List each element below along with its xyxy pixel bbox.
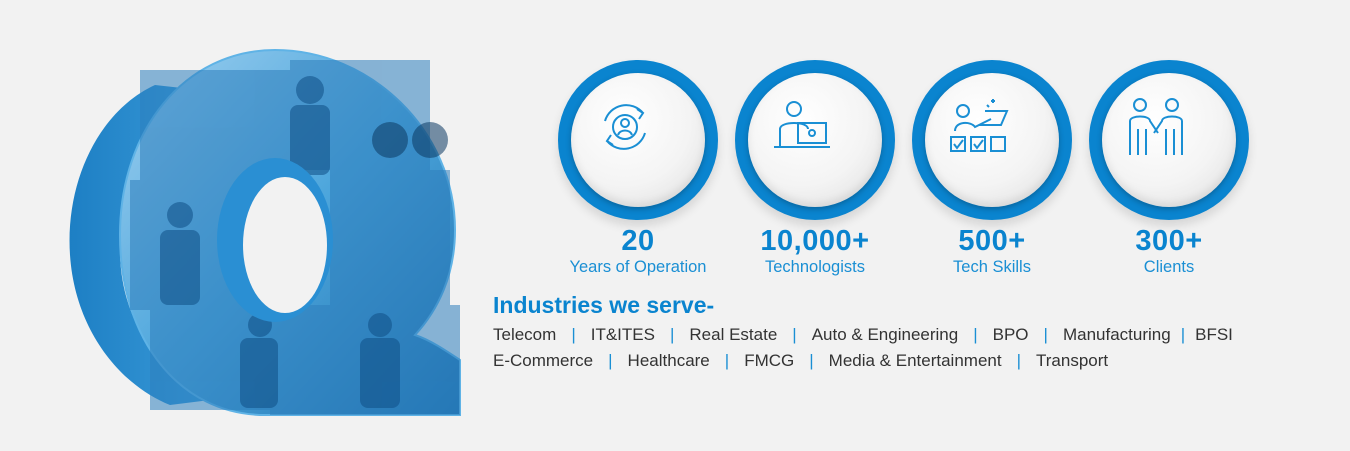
stat-value: 10,000+ bbox=[760, 225, 870, 257]
industry-item: BPO bbox=[992, 325, 1029, 344]
stat-value: 20 bbox=[621, 225, 655, 257]
industry-separator: | bbox=[792, 325, 797, 344]
cycle-user-icon bbox=[604, 104, 646, 150]
stat-ring bbox=[735, 60, 895, 220]
industry-item: BFSI bbox=[1195, 325, 1233, 344]
industry-separator: | bbox=[809, 351, 814, 370]
stat-ring bbox=[1089, 60, 1249, 220]
stat-ring bbox=[912, 60, 1072, 220]
industry-separator: | bbox=[724, 351, 730, 370]
stat-label: Technologists bbox=[765, 258, 865, 276]
industry-separator: | bbox=[1180, 325, 1186, 344]
industries-row-1: Telecom | IT&ITES | Real Estate | Auto & Engin… bbox=[493, 325, 1233, 345]
stat-years: 20 Years of Operation bbox=[553, 60, 723, 278]
person-checklist-icon bbox=[950, 99, 1009, 152]
stat-label: Clients bbox=[1143, 258, 1195, 276]
industry-separator: | bbox=[669, 325, 675, 344]
industry-item: Manufacturing bbox=[1062, 325, 1171, 344]
industry-item: IT&ITES bbox=[590, 325, 655, 344]
stat-ring bbox=[558, 60, 718, 220]
industry-item: Telecom bbox=[493, 325, 557, 344]
industries-row-2: E-Commerce | Healthcare | FMCG | Media & Enter… bbox=[493, 351, 1108, 371]
person-laptop-icon bbox=[774, 101, 830, 148]
industry-separator: | bbox=[571, 325, 576, 344]
handshake-people-icon bbox=[1129, 98, 1183, 155]
industry-item: Real Estate bbox=[689, 325, 778, 344]
industry-item: Auto & Engineering bbox=[811, 325, 959, 344]
industry-separator: | bbox=[608, 351, 613, 370]
stat-value: 500+ bbox=[958, 225, 1026, 257]
stat-value: 300+ bbox=[1135, 225, 1203, 257]
industry-separator: | bbox=[973, 325, 978, 344]
q-logo-collage bbox=[69, 48, 461, 416]
stat-label: Years of Operation bbox=[569, 258, 707, 276]
stat-label: Tech Skills bbox=[953, 258, 1031, 276]
stat-technologists: 10,000+ Technologists bbox=[730, 60, 900, 278]
industry-separator: | bbox=[1043, 325, 1048, 344]
industry-item: E-Commerce bbox=[493, 351, 594, 370]
industries-title: Industries we serve- bbox=[493, 292, 715, 318]
industry-item: FMCG bbox=[744, 351, 795, 370]
stat-skills: 500+ Tech Skills bbox=[907, 60, 1077, 278]
industry-item: Media & Entertainment bbox=[828, 351, 1002, 370]
stat-clients: 300+ Clients bbox=[1084, 60, 1254, 278]
industry-separator: | bbox=[1016, 351, 1021, 370]
industry-item: Healthcare bbox=[627, 351, 710, 370]
industry-item: Transport bbox=[1036, 351, 1109, 370]
